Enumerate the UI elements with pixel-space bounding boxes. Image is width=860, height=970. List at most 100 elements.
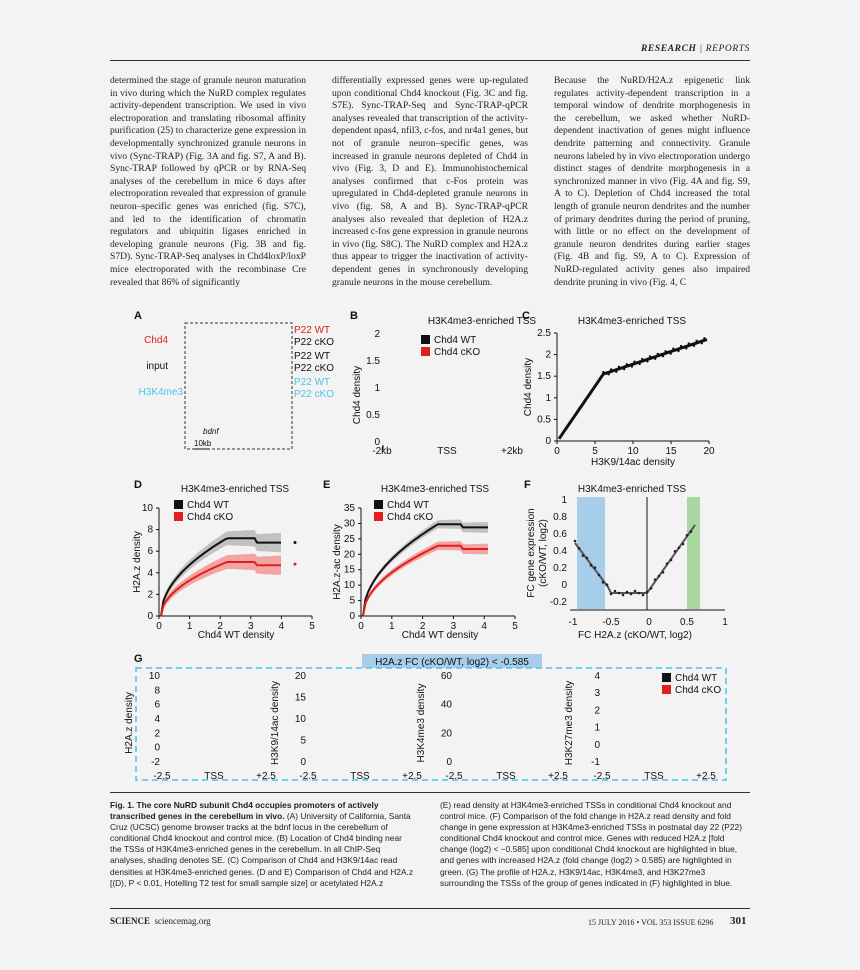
panel-letter-g: G — [134, 653, 143, 665]
panel-g-ytick-label: 4 — [154, 714, 160, 725]
panel-e-ytick-label: 35 — [344, 503, 356, 514]
panel-c-point — [698, 340, 701, 344]
track-label-chd4: Chd4 — [144, 335, 168, 346]
panel-c-ytick-label: 2.5 — [537, 328, 551, 339]
panel-d-xtick-label: 4 — [279, 621, 285, 632]
legend-label: Chd4 WT — [434, 335, 476, 346]
panel-f-point — [685, 534, 689, 537]
panel-e-ytick-label: 10 — [344, 580, 356, 591]
legend-label: Chd4 cKO — [434, 347, 480, 358]
panel-g-xtick-label: TSS — [496, 771, 516, 782]
panel-f-point — [653, 578, 657, 581]
panel-f-point — [573, 539, 577, 543]
panel-c-point — [643, 359, 647, 362]
panel-d-ylabel: H2A.z density — [132, 531, 143, 593]
panel-c-point — [685, 347, 688, 350]
panel-d-xtick-label: 3 — [248, 621, 254, 632]
panel-f-point — [681, 542, 685, 546]
panel-b-ytick-label: 1 — [374, 383, 380, 394]
panel-b-xtick-label: -2kb — [372, 446, 392, 457]
panel-e-cko-line — [362, 544, 488, 617]
panel-g-ylabel: H3K27me3 density — [564, 681, 575, 766]
panel-c-xtick-label: 20 — [703, 446, 715, 457]
track-label-input: input — [146, 361, 168, 372]
panel-f-point — [577, 547, 581, 550]
gene-label: bdnf — [203, 427, 219, 436]
legend-swatch — [662, 673, 671, 682]
subsection-label: REPORTS — [705, 44, 750, 54]
panel-g-xtick-label: TSS — [204, 771, 224, 782]
panel-g-ytick-label: -2 — [151, 757, 160, 768]
panel-d-xlabel: Chd4 WT density — [198, 630, 275, 641]
panel-e-xtick-label: 0 — [358, 621, 364, 632]
sample-label: P22 WT — [294, 351, 330, 362]
caption-title: Fig. 1. The core NuRD subunit Chd4 occup… — [110, 800, 379, 822]
panel-c-point — [669, 352, 672, 355]
panel-c-point — [638, 362, 641, 366]
text-column-3: Because the NuRD/H2A.z epigenetic link r… — [554, 75, 750, 288]
panel-d-xtick-label: 2 — [217, 621, 223, 632]
panel-c-xtick-label: 15 — [665, 446, 677, 457]
panel-d-wt-outlier — [293, 541, 297, 545]
panel-f-point — [661, 571, 665, 574]
panel-f-point — [629, 592, 633, 596]
panel-d-xtick-label: 0 — [156, 621, 162, 632]
panel-e-ylabel: H2A.z-ac density — [332, 524, 343, 600]
panel-c-ytick-label: 1.5 — [537, 371, 551, 382]
panel-c-scatter-trend — [557, 338, 708, 440]
panel-d-cko-outlier — [293, 562, 297, 566]
panel-f-point — [677, 546, 681, 549]
panel-d-ytick-label: 10 — [142, 503, 154, 514]
panel-f-ytick-label: 0.2 — [553, 563, 567, 574]
panel-f-point — [669, 558, 673, 562]
panel-f-ytick-label: 1 — [561, 495, 567, 506]
panel-b-ytick-label: 0 — [374, 437, 380, 448]
panel-g-xtick-label: +2.5 — [402, 771, 422, 782]
panel-c-point — [654, 357, 657, 360]
panel-f-point — [597, 573, 601, 577]
legend-label: Chd4 WT — [675, 673, 717, 684]
panel-c-point — [633, 360, 636, 363]
panel-f-point — [601, 581, 605, 584]
panel-f-point — [689, 530, 693, 533]
text-column-2: differentially expressed genes were up-r… — [332, 75, 528, 288]
panel-g-ytick-label: 15 — [295, 693, 307, 704]
panel-b-title: H3K4me3-enriched TSS — [428, 316, 537, 327]
panel-g-xtick-label: -2.5 — [445, 771, 463, 782]
panel-e-wt-line — [362, 523, 488, 617]
panel-g-xtick-label: TSS — [644, 771, 664, 782]
panel-e-ytick-label: 15 — [344, 565, 356, 576]
panel-f-point — [585, 556, 589, 560]
sample-label: P22 cKO — [294, 389, 334, 400]
panel-c-point — [666, 351, 670, 354]
panel-c-point — [628, 364, 631, 367]
panel-c-point — [656, 352, 659, 356]
panel-f-point — [613, 589, 617, 593]
panel-f-point — [621, 593, 625, 597]
panel-g-banner: H2A.z FC (cKO/WT, log2) < -0.585 — [375, 657, 529, 668]
panel-c-point — [641, 357, 644, 361]
panel-f-point — [637, 591, 641, 595]
sample-label: P22 cKO — [294, 337, 334, 348]
panel-f-xlabel: FC H2A.z (cKO/WT, log2) — [578, 630, 692, 641]
panel-f-point — [673, 550, 677, 553]
panel-e-xlabel: Chd4 WT density — [402, 630, 479, 641]
legend-swatch — [421, 347, 430, 356]
panel-letter-a: A — [134, 310, 142, 322]
panel-d-ytick-label: 2 — [147, 589, 153, 600]
panel-b-xtick-label: TSS — [437, 446, 457, 457]
legend-label: Chd4 cKO — [387, 512, 433, 523]
panel-g-ytick-label: 20 — [441, 728, 453, 739]
panel-c-point — [687, 342, 691, 345]
panel-g-ytick-label: 20 — [295, 671, 307, 682]
panel-c-point — [646, 360, 649, 363]
panel-c-point — [617, 365, 621, 369]
panel-e-xtick-label: 5 — [512, 621, 518, 632]
scale-label: 10kb — [194, 439, 212, 448]
panel-f-point — [641, 593, 645, 597]
panel-f-xtick-label: 1 — [722, 617, 728, 628]
panel-c-point — [609, 368, 613, 371]
panel-letter-f: F — [524, 479, 531, 491]
legend-swatch — [374, 500, 383, 509]
